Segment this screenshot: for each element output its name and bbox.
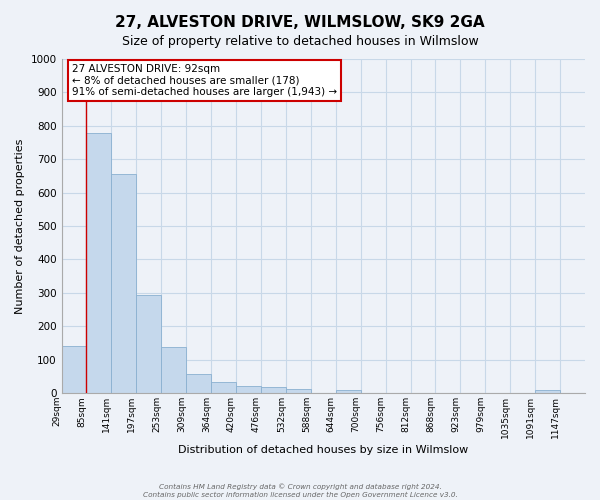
Text: 27, ALVESTON DRIVE, WILMSLOW, SK9 2GA: 27, ALVESTON DRIVE, WILMSLOW, SK9 2GA: [115, 15, 485, 30]
Bar: [336, 390, 361, 393]
Bar: [86, 132, 112, 393]
Bar: [62, 346, 86, 393]
Bar: [535, 390, 560, 393]
Bar: [286, 389, 311, 393]
Bar: [112, 174, 136, 393]
Text: Contains HM Land Registry data © Crown copyright and database right 2024.
Contai: Contains HM Land Registry data © Crown c…: [143, 484, 457, 498]
Text: Size of property relative to detached houses in Wilmslow: Size of property relative to detached ho…: [122, 35, 478, 48]
Bar: [236, 386, 261, 393]
Bar: [186, 374, 211, 393]
Text: 27 ALVESTON DRIVE: 92sqm
← 8% of detached houses are smaller (178)
91% of semi-d: 27 ALVESTON DRIVE: 92sqm ← 8% of detache…: [72, 64, 337, 97]
Bar: [261, 387, 286, 393]
X-axis label: Distribution of detached houses by size in Wilmslow: Distribution of detached houses by size …: [178, 445, 469, 455]
Bar: [136, 294, 161, 393]
Bar: [161, 347, 186, 393]
Y-axis label: Number of detached properties: Number of detached properties: [15, 138, 25, 314]
Bar: [211, 382, 236, 393]
